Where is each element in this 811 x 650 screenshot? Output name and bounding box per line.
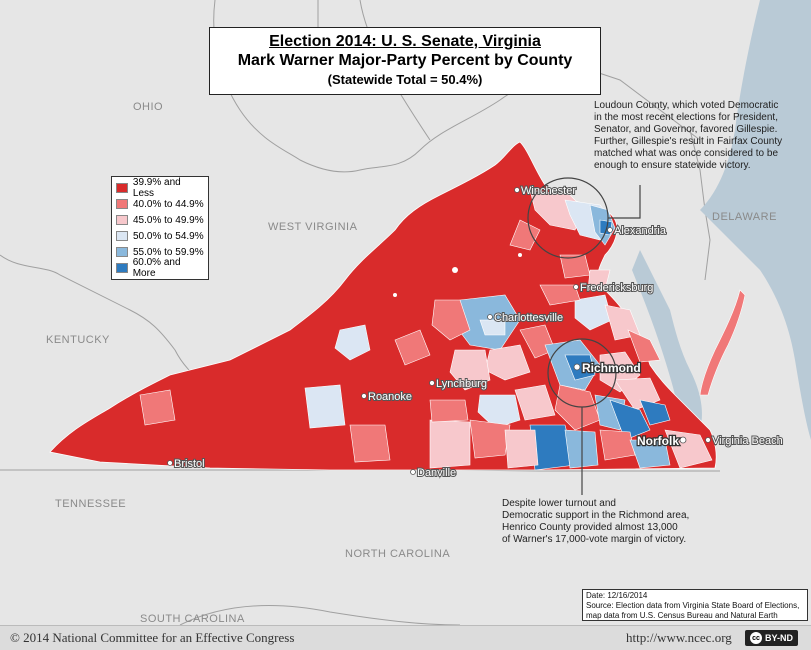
state-label-west-virginia: WEST VIRGINIA	[268, 221, 358, 233]
map-title-box: Election 2014: U. S. Senate, Virginia Ma…	[209, 27, 601, 95]
annotation-line: matched what was once considered to be	[594, 148, 778, 159]
city-label-roanoke: Roanoke	[368, 391, 412, 403]
counties	[139, 189, 713, 471]
legend-item: 50.0% to 54.9%	[116, 228, 204, 244]
legend-swatch	[116, 199, 128, 209]
state-label-delaware: DELAWARE	[712, 211, 777, 223]
note-source-line: Source: Election data from Virginia Stat…	[586, 601, 800, 610]
note-source-line: map data from U.S. Census Bureau and Nat…	[586, 611, 778, 620]
loudoun-annotation: Loudoun County, which voted Democratic i…	[594, 100, 809, 172]
license-badge[interactable]: cc BY-ND	[745, 630, 798, 646]
copyright-text: © 2014 National Committee for an Effecti…	[10, 630, 295, 645]
independent-cities	[393, 253, 522, 297]
city-label-virginia-beach: Virginia Beach	[712, 435, 783, 447]
state-label-north-carolina: NORTH CAROLINA	[345, 548, 450, 560]
annotation-line: Democratic support in the Richmond area,	[502, 510, 690, 521]
legend-label: 50.0% to 54.9%	[133, 230, 204, 242]
state-label-kentucky: KENTUCKY	[46, 334, 110, 346]
map-title: Election 2014: U. S. Senate, Virginia	[269, 33, 541, 50]
state-label-tennessee: TENNESSEE	[55, 498, 126, 510]
city-label-lynchburg: Lynchburg	[436, 378, 487, 390]
legend-label: 39.9% and Less	[132, 177, 181, 199]
legend-label: 60.0% and More	[132, 257, 181, 279]
footer-bar: © 2014 National Committee for an Effecti…	[0, 625, 811, 650]
map-legend: 39.9% and Less 40.0% to 44.9% 45.0% to 4…	[111, 176, 209, 280]
state-label-ohio: OHIO	[133, 101, 163, 113]
annotation-line: of Warner's 17,000-vote margin of victor…	[502, 534, 687, 545]
source-note: Date: 12/16/2014 Source: Election data f…	[582, 589, 808, 621]
annotation-line: Further, Gillespie's result in Fairfax C…	[594, 136, 783, 147]
annotation-line: Despite lower turnout and	[502, 498, 616, 509]
annotation-line: Senator, and Governor, favored Gillespie…	[594, 124, 778, 135]
annotation-line: in the most recent elections for Preside…	[594, 112, 778, 123]
legend-label: 40.0% to 44.9%	[133, 198, 204, 210]
legend-label: 45.0% to 49.9%	[133, 214, 204, 226]
annotation-line: Loudoun County, which voted Democratic	[594, 100, 779, 111]
cc-icon: cc	[749, 632, 762, 644]
legend-item: 55.0% to 59.9%	[116, 244, 204, 260]
website-link[interactable]: http://www.ncec.org	[626, 630, 732, 645]
legend-swatch	[116, 183, 128, 193]
eastern-shore	[699, 289, 746, 396]
city-label-danville: Danville	[417, 467, 456, 479]
legend-swatch	[116, 247, 128, 257]
virginia-county-map: OHIO WEST VIRGINIA KENTUCKY TENNESSEE NO…	[0, 0, 811, 625]
legend-swatch	[116, 263, 128, 273]
legend-item: 45.0% to 49.9%	[116, 212, 204, 228]
annotation-line: Henrico County provided almost 13,000	[502, 522, 678, 533]
city-label-winchester: Winchester	[521, 185, 576, 197]
annotation-line: enough to ensure statewide victory.	[594, 160, 751, 171]
legend-swatch	[116, 231, 128, 241]
city-label-richmond: Richmond	[582, 361, 641, 375]
map-subtitle: Mark Warner Major-Party Percent by Count…	[237, 52, 573, 69]
legend-item: 39.9% and Less	[116, 177, 204, 199]
city-label-alexandria: Alexandria	[614, 225, 667, 237]
note-date: Date: 12/16/2014	[586, 591, 648, 600]
city-label-charlottesville: Charlottesville	[494, 312, 563, 324]
license-label: BY-ND	[764, 633, 793, 643]
legend-label: 55.0% to 59.9%	[133, 246, 204, 258]
callout-circles	[527, 177, 641, 495]
richmond-annotation: Despite lower turnout and Democratic sup…	[502, 498, 712, 546]
legend-item: 40.0% to 44.9%	[116, 196, 204, 212]
city-label-norfolk: Norfolk	[637, 434, 679, 448]
state-label-south-carolina: SOUTH CAROLINA	[140, 613, 245, 625]
city-label-bristol: Bristol	[174, 458, 205, 470]
legend-swatch	[116, 215, 128, 225]
city-label-fredericksburg: Fredericksburg	[580, 282, 653, 294]
city-markers	[167, 187, 711, 475]
legend-item: 60.0% and More	[116, 257, 204, 279]
map-statewide-total: (Statewide Total = 50.4%)	[327, 72, 483, 87]
